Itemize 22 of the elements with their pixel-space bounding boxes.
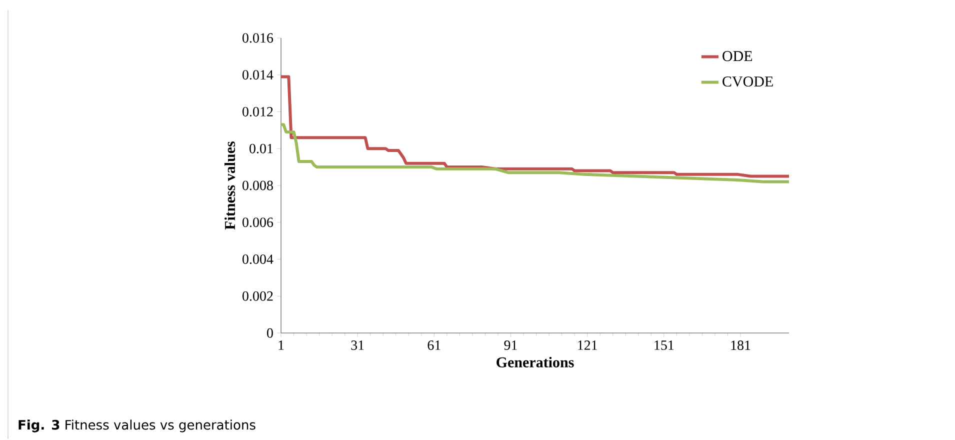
y-tick-label: 0.008 [242, 180, 273, 190]
x-tick-label: 31 [351, 340, 364, 350]
y-tick-label: 0.01 [250, 144, 273, 154]
x-tick-label: 121 [578, 340, 597, 350]
line-series [281, 123, 790, 184]
y-tick-label: 0.016 [242, 33, 274, 43]
y-axis-title: Fitness values [224, 141, 236, 230]
legend-label: ODE [722, 51, 752, 62]
x-tick-label: 91 [504, 340, 517, 350]
y-tick-label: 0.002 [242, 291, 273, 301]
y-tick-label: 0.014 [242, 70, 274, 80]
x-tick-label: 61 [428, 340, 440, 350]
x-tick-label: 151 [654, 340, 674, 350]
text: Fig. 3 Fitness values vs generations [18, 420, 256, 432]
y-tick-label: 0.004 [242, 254, 274, 264]
legend-label: CVODE [722, 76, 773, 87]
x-axis-title: Generations [496, 356, 574, 368]
y-tick-label: 0 [267, 328, 273, 338]
y-tick-label: 0.012 [242, 106, 273, 117]
y-tick-label: 0.006 [242, 218, 274, 228]
x-tick-label: 1 [278, 340, 284, 350]
x-tick-label: 181 [731, 340, 750, 350]
